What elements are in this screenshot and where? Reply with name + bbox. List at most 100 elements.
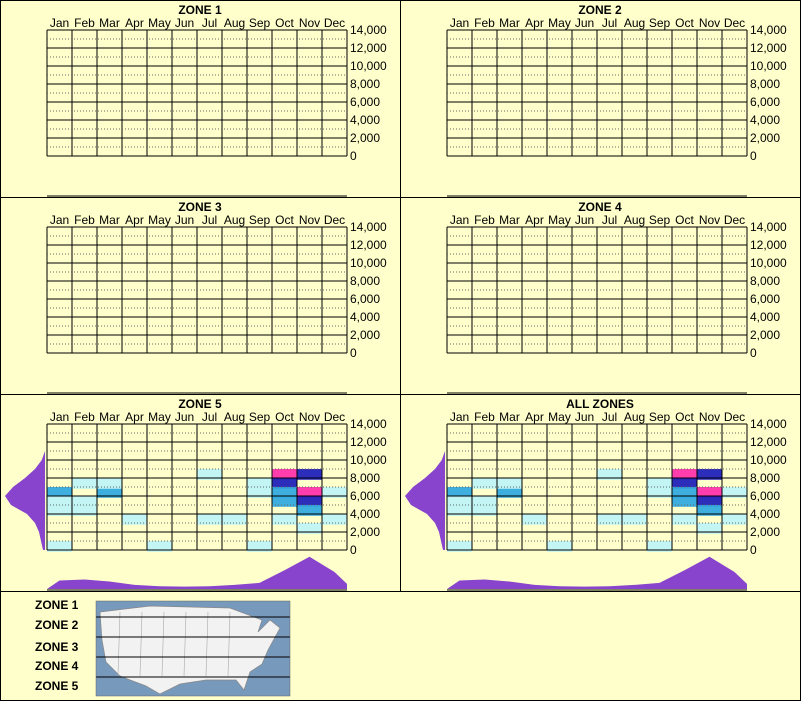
map-state-border	[227, 611, 231, 677]
month-label: Jun	[575, 410, 594, 424]
month-label: Jul	[602, 16, 617, 30]
month-label: Mar	[499, 410, 520, 424]
month-label: Jan	[50, 16, 69, 30]
y-tick-label: 12,000	[350, 41, 387, 55]
month-label: Oct	[275, 213, 294, 227]
panel-2: ZONE 2 Jan Feb Mar Apr May Jun Jul Aug Sep Oct Nov D…	[400, 0, 801, 198]
heat-cell	[247, 478, 272, 489]
y-tick-label: 8,000	[350, 77, 380, 91]
y-tick-label: 0	[750, 346, 757, 360]
month-label: Jan	[50, 213, 69, 227]
heat-cell	[597, 514, 622, 525]
heat-cell	[47, 496, 72, 507]
month-label: May	[548, 410, 571, 424]
zone-legend-label: ZONE 4	[35, 659, 79, 673]
month-label: Sep	[649, 410, 671, 424]
y-tick-label: 6,000	[350, 292, 380, 306]
heat-cell	[722, 514, 747, 525]
month-label: Nov	[699, 213, 720, 227]
heat-cell	[472, 505, 497, 516]
y-tick-label: 4,000	[750, 310, 780, 324]
heat-cell	[247, 541, 272, 552]
y-tick-label: 14,000	[350, 417, 387, 431]
y-tick-label: 14,000	[750, 417, 787, 431]
heat-cell	[47, 505, 72, 516]
us-map	[95, 600, 291, 697]
monthly-profile	[47, 556, 347, 589]
heat-cell	[297, 496, 322, 507]
heat-cell	[272, 487, 297, 498]
month-label: Feb	[74, 410, 95, 424]
monthly-profile	[447, 556, 747, 589]
month-label: Oct	[675, 213, 694, 227]
month-label: Mar	[99, 213, 120, 227]
month-label: Jun	[575, 213, 594, 227]
heat-cell	[697, 469, 722, 480]
y-tick-label: 12,000	[350, 435, 387, 449]
month-label: Jul	[202, 16, 217, 30]
heat-cell	[647, 487, 672, 498]
heat-cell	[297, 469, 322, 480]
zone-legend-label: ZONE 2	[35, 618, 79, 632]
month-label: Dec	[324, 16, 345, 30]
panel-border	[400, 197, 801, 395]
y-tick-label: 8,000	[750, 471, 780, 485]
y-tick-label: 2,000	[750, 328, 780, 342]
month-label: Nov	[299, 213, 320, 227]
heat-cell	[697, 505, 722, 516]
month-label: Aug	[624, 410, 645, 424]
month-label: Aug	[224, 410, 245, 424]
y-tick-label: 14,000	[750, 220, 787, 234]
month-label: Jun	[175, 213, 194, 227]
panel-border	[0, 197, 401, 395]
month-label: Mar	[499, 16, 520, 30]
heat-cell	[672, 478, 697, 489]
month-label: Apr	[525, 213, 544, 227]
heat-cell	[322, 514, 347, 525]
heat-cell	[97, 487, 122, 498]
heat-cell	[197, 469, 222, 480]
panel-title: ZONE 2	[578, 3, 622, 17]
month-label: Aug	[224, 16, 245, 30]
heat-cell	[297, 487, 322, 498]
y-tick-label: 6,000	[750, 292, 780, 306]
month-label: May	[148, 410, 171, 424]
panel-title: ALL ZONES	[566, 397, 634, 411]
month-label: Apr	[125, 16, 144, 30]
heat-cell	[147, 541, 172, 552]
month-label: Dec	[724, 16, 745, 30]
y-tick-label: 10,000	[750, 256, 787, 270]
month-label: Jan	[50, 410, 69, 424]
heat-cell	[672, 514, 697, 525]
heat-cell	[697, 496, 722, 507]
heat-cell	[47, 487, 72, 498]
y-tick-label: 0	[750, 149, 757, 163]
y-tick-label: 6,000	[350, 95, 380, 109]
y-tick-label: 0	[350, 346, 357, 360]
y-tick-label: 4,000	[750, 113, 780, 127]
month-label: May	[548, 16, 571, 30]
heat-cell	[322, 487, 347, 498]
month-label: Nov	[699, 410, 720, 424]
y-tick-label: 4,000	[350, 113, 380, 127]
heat-cell	[272, 478, 297, 489]
month-label: Dec	[324, 213, 345, 227]
heat-cell	[247, 487, 272, 498]
month-label: Sep	[249, 410, 271, 424]
month-label: Oct	[675, 16, 694, 30]
month-label: Dec	[724, 213, 745, 227]
heat-cell	[272, 496, 297, 507]
panel-title: ZONE 4	[578, 200, 622, 214]
heat-cell	[447, 505, 472, 516]
heat-cell	[72, 478, 97, 489]
month-label: Jul	[602, 213, 617, 227]
y-tick-label: 10,000	[750, 453, 787, 467]
month-label: Nov	[299, 410, 320, 424]
heat-cell	[72, 496, 97, 507]
y-tick-label: 4,000	[350, 507, 380, 521]
month-label: Mar	[99, 410, 120, 424]
heat-cell	[497, 478, 522, 489]
y-tick-label: 8,000	[750, 274, 780, 288]
y-tick-label: 8,000	[350, 471, 380, 485]
heat-cell	[672, 496, 697, 507]
